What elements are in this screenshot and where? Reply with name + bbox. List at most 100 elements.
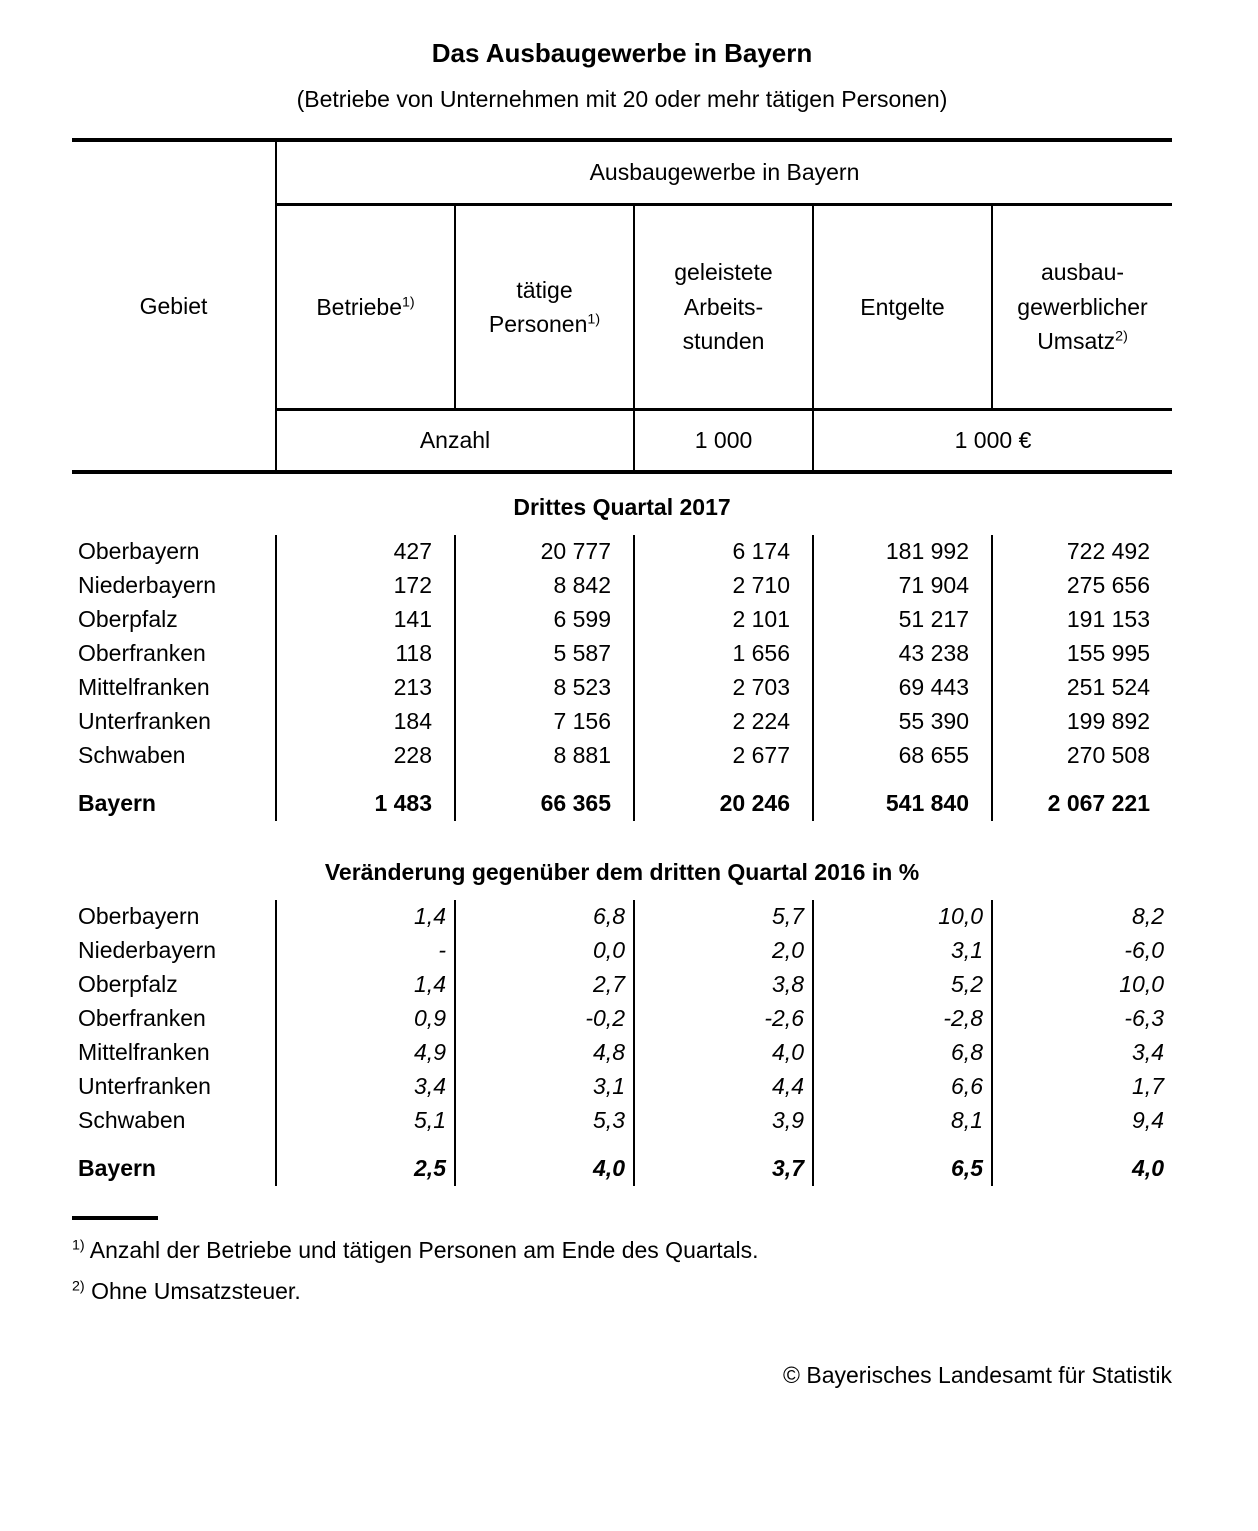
- value-cell-personen: 0,0: [456, 934, 635, 968]
- unit-header-1000: 1 000: [635, 408, 814, 470]
- region-name-cell: Oberbayern: [72, 900, 277, 934]
- region-name-cell: Mittelfranken: [72, 671, 277, 705]
- footnote-marker: 1): [402, 294, 415, 311]
- value-cell-personen: 66 365: [456, 773, 635, 821]
- value-cell-personen: 4,0: [456, 1138, 635, 1186]
- region-name-cell: Oberpfalz: [72, 968, 277, 1002]
- column-header-betriebe: Betriebe1): [277, 206, 456, 408]
- value-cell-personen: 7 156: [456, 705, 635, 739]
- footnote-text: Anzahl der Betriebe und tätigen Personen…: [89, 1237, 759, 1263]
- value-cell-personen: 8 523: [456, 671, 635, 705]
- value-cell-arbeitsstunden: -2,6: [635, 1002, 814, 1036]
- value-cell-betriebe: 427: [277, 535, 456, 569]
- column-header-entgelte: Entgelte: [814, 206, 993, 408]
- value-cell-entgelte: 71 904: [814, 569, 993, 603]
- table-row: Unterfranken 184 7 156 2 224 55 390 199 …: [72, 705, 1172, 739]
- group-header-ausbaugewerbe: Ausbaugewerbe in Bayern: [277, 142, 1172, 206]
- unit-header-1000-euro: 1 000 €: [814, 408, 1172, 470]
- value-cell-umsatz: 270 508: [1066, 742, 1150, 768]
- table-q3-2017: Oberbayern 427 20 777 6 174 181 992 722 …: [72, 535, 1172, 821]
- value-cell-betriebe: 184: [277, 705, 456, 739]
- value-cell-entgelte: -2,8: [814, 1002, 993, 1036]
- value-cell-arbeitsstunden: 20 246: [635, 773, 814, 821]
- value-cell-personen: 8 842: [456, 569, 635, 603]
- region-name-cell: Oberbayern: [72, 535, 277, 569]
- value-cell-umsatz: 8,2: [1132, 903, 1164, 929]
- value-cell-arbeitsstunden: 2,0: [635, 934, 814, 968]
- table-row: Oberpfalz 141 6 599 2 101 51 217 191 153: [72, 603, 1172, 637]
- value-cell-betriebe: 0,9: [277, 1002, 456, 1036]
- value-cell-umsatz: 191 153: [1066, 606, 1150, 632]
- table-row: Schwaben 5,1 5,3 3,9 8,1 9,4: [72, 1104, 1172, 1138]
- value-cell-betriebe: 1,4: [277, 900, 456, 934]
- value-cell-personen: 4,8: [456, 1036, 635, 1070]
- footnote-marker: 1): [72, 1237, 85, 1254]
- region-name-cell: Schwaben: [72, 739, 277, 773]
- value-cell-personen: 6,8: [456, 900, 635, 934]
- region-name-cell: Unterfranken: [72, 705, 277, 739]
- value-cell-umsatz: -6,3: [1124, 1005, 1164, 1031]
- region-name-cell: Niederbayern: [72, 934, 277, 968]
- table-row: Mittelfranken 4,9 4,8 4,0 6,8 3,4: [72, 1036, 1172, 1070]
- value-cell-betriebe: -: [277, 934, 456, 968]
- value-cell-entgelte: 6,8: [814, 1036, 993, 1070]
- value-cell-umsatz: 3,4: [1132, 1039, 1164, 1065]
- value-cell-betriebe: 3,4: [277, 1070, 456, 1104]
- value-cell-umsatz: 4,0: [1132, 1155, 1164, 1181]
- value-cell-betriebe: 2,5: [277, 1138, 456, 1186]
- value-cell-betriebe: 213: [277, 671, 456, 705]
- footnote-marker: 2): [72, 1278, 85, 1295]
- footnote-2: 2) Ohne Umsatzsteuer.: [72, 1271, 1172, 1312]
- value-cell-betriebe: 4,9: [277, 1036, 456, 1070]
- footnotes: 1) Anzahl der Betriebe und tätigen Perso…: [72, 1230, 1172, 1312]
- value-cell-arbeitsstunden: 4,4: [635, 1070, 814, 1104]
- table-row: Bayern 1 483 66 365 20 246 541 840 2 067…: [72, 773, 1172, 821]
- footnote-marker: 2): [1115, 328, 1128, 345]
- value-cell-entgelte: 69 443: [814, 671, 993, 705]
- value-cell-arbeitsstunden: 3,9: [635, 1104, 814, 1138]
- value-cell-umsatz: 251 524: [1066, 674, 1150, 700]
- table-row: Oberbayern 427 20 777 6 174 181 992 722 …: [72, 535, 1172, 569]
- value-cell-entgelte: 3,1: [814, 934, 993, 968]
- value-cell-personen: 5 587: [456, 637, 635, 671]
- value-cell-entgelte: 6,5: [814, 1138, 993, 1186]
- value-cell-arbeitsstunden: 5,7: [635, 900, 814, 934]
- value-cell-arbeitsstunden: 4,0: [635, 1036, 814, 1070]
- value-cell-umsatz: 722 492: [1066, 538, 1150, 564]
- value-cell-arbeitsstunden: 3,7: [635, 1138, 814, 1186]
- value-cell-entgelte: 6,6: [814, 1070, 993, 1104]
- value-cell-betriebe: 5,1: [277, 1104, 456, 1138]
- table-row: Oberpfalz 1,4 2,7 3,8 5,2 10,0: [72, 968, 1172, 1002]
- value-cell-umsatz: 275 656: [1066, 572, 1150, 598]
- table-change-2016: Oberbayern 1,4 6,8 5,7 10,0 8,2 Niederba…: [72, 900, 1172, 1186]
- value-cell-entgelte: 51 217: [814, 603, 993, 637]
- region-name-cell: Oberpfalz: [72, 603, 277, 637]
- value-cell-umsatz: 1,7: [1132, 1073, 1164, 1099]
- value-cell-umsatz: 199 892: [1066, 708, 1150, 734]
- column-header-taetige-personen: tätige Personen1): [456, 206, 635, 408]
- value-cell-entgelte: 68 655: [814, 739, 993, 773]
- region-name-cell: Oberfranken: [72, 637, 277, 671]
- column-header-gebiet: Gebiet: [72, 142, 277, 470]
- value-cell-arbeitsstunden: 2 224: [635, 705, 814, 739]
- unit-header-anzahl: Anzahl: [277, 408, 635, 470]
- value-cell-entgelte: 181 992: [814, 535, 993, 569]
- value-cell-arbeitsstunden: 2 703: [635, 671, 814, 705]
- table-header: Gebiet Ausbaugewerbe in Bayern Betriebe1…: [72, 138, 1172, 474]
- region-name-cell: Mittelfranken: [72, 1036, 277, 1070]
- value-cell-personen: 5,3: [456, 1104, 635, 1138]
- value-cell-entgelte: 8,1: [814, 1104, 993, 1138]
- value-cell-betriebe: 141: [277, 603, 456, 637]
- value-cell-arbeitsstunden: 1 656: [635, 637, 814, 671]
- value-cell-personen: 2,7: [456, 968, 635, 1002]
- value-cell-personen: 6 599: [456, 603, 635, 637]
- table-row: Niederbayern - 0,0 2,0 3,1 -6,0: [72, 934, 1172, 968]
- value-cell-betriebe: 228: [277, 739, 456, 773]
- value-cell-umsatz: 2 067 221: [1047, 790, 1150, 816]
- footnote-1: 1) Anzahl der Betriebe und tätigen Perso…: [72, 1230, 1172, 1271]
- region-name-cell: Niederbayern: [72, 569, 277, 603]
- table-row: Oberfranken 0,9 -0,2 -2,6 -2,8 -6,3: [72, 1002, 1172, 1036]
- value-cell-betriebe: 1,4: [277, 968, 456, 1002]
- value-cell-personen: 3,1: [456, 1070, 635, 1104]
- page-subtitle: (Betriebe von Unternehmen mit 20 oder me…: [296, 86, 948, 112]
